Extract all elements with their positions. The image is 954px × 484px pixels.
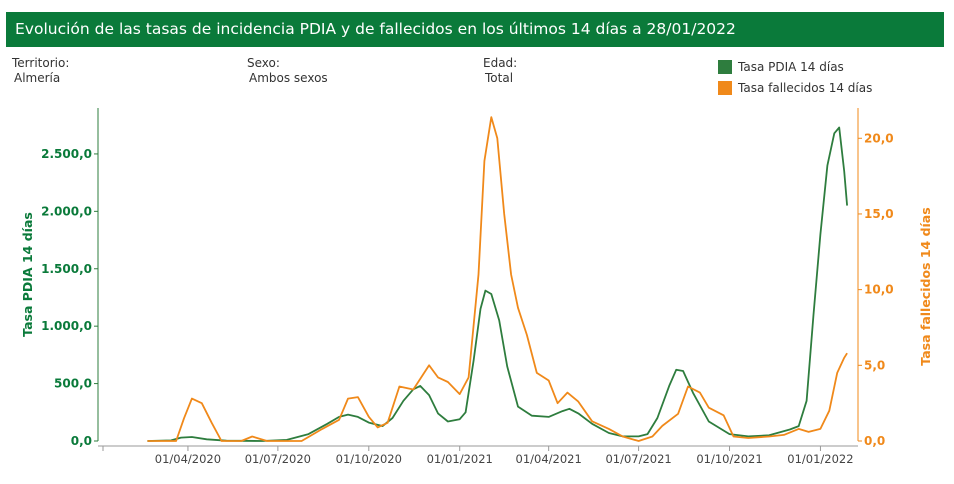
y-left-tick-label: 2.500,0: [41, 147, 92, 161]
y-right-tick-label: 15,0: [864, 207, 894, 221]
filter-label: Edad:: [483, 56, 518, 70]
y-axis-left-title: Tasa PDIA 14 días: [20, 212, 35, 337]
x-tick-label: 01/01/2022: [787, 452, 853, 466]
y-right-tick-label: 20,0: [864, 131, 894, 145]
legend-swatch-pdia: [718, 59, 732, 74]
y-right-tick-label: 0,0: [864, 434, 885, 448]
chart-legend: Tasa PDIA 14 días Tasa fallecidos 14 día…: [718, 56, 872, 98]
x-tick-label: 01/01/2021: [427, 452, 493, 466]
x-tick-label: 01/10/2021: [696, 452, 762, 466]
legend-label-fallecidos: Tasa fallecidos 14 días: [738, 80, 873, 95]
filter-label: Sexo:: [247, 56, 280, 70]
x-tick-label: 01/04/2021: [516, 452, 582, 466]
chart-title-bar: Evolución de las tasas de incidencia PDI…: [6, 12, 944, 47]
x-tick-label: 01/10/2020: [336, 452, 402, 466]
y-left-tick-label: 0,0: [71, 434, 92, 448]
filter-sexo: Sexo: Ambos sexos: [247, 56, 328, 86]
filter-edad: Edad: Total: [483, 56, 517, 86]
legend-label-pdia: Tasa PDIA 14 días: [738, 59, 844, 74]
series-line-pdia: [147, 126, 848, 442]
x-tick-label: 01/04/2020: [155, 452, 221, 466]
y-left-tick-label: 500,0: [54, 377, 92, 391]
y-left-tick-label: 1.500,0: [41, 262, 92, 276]
filter-territorio: Territorio: Almería: [12, 56, 69, 86]
y-right-tick-label: 10,0: [864, 283, 894, 297]
legend-item-fallecidos[interactable]: Tasa fallecidos 14 días: [718, 77, 872, 98]
legend-swatch-fallecidos: [718, 80, 732, 95]
x-tick-label: 01/07/2020: [245, 452, 311, 466]
filter-value: Ambos sexos: [249, 71, 328, 85]
y-left-tick-label: 1.000,0: [41, 319, 92, 333]
y-left-tick-label: 2.000,0: [41, 204, 92, 218]
filter-value: Total: [485, 71, 514, 85]
filter-value: Almería: [14, 71, 61, 85]
filter-label: Territorio:: [12, 56, 70, 70]
legend-item-pdia[interactable]: Tasa PDIA 14 días: [718, 56, 872, 77]
chart-title: Evolución de las tasas de incidencia PDI…: [15, 20, 736, 38]
y-right-tick-label: 5,0: [864, 358, 885, 372]
y-axis-right-title: Tasa fallecidos 14 días: [918, 207, 933, 365]
series-line-fallecidos: [147, 116, 848, 442]
x-tick-label: 01/07/2021: [605, 452, 671, 466]
